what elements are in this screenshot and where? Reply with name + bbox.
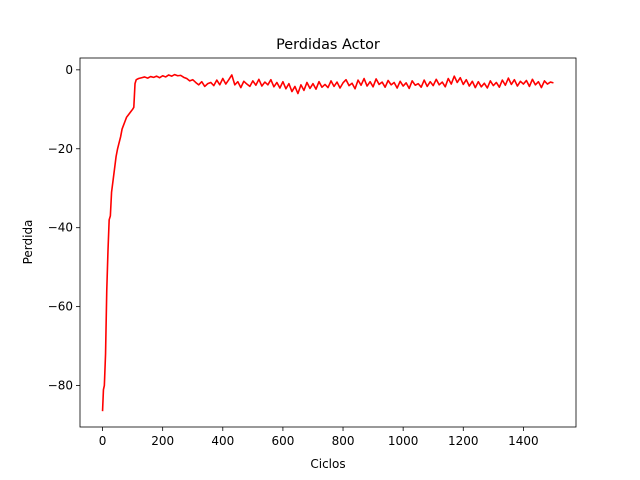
x-tick-label: 0 [99,434,107,448]
y-tick-label: −20 [48,142,73,156]
x-tick-label: 400 [211,434,234,448]
x-tick-label: 1400 [508,434,539,448]
y-axis-label: Perdida [21,220,35,265]
y-tick-label: −80 [48,379,73,393]
x-axis-label: Ciclos [310,457,345,471]
x-tick-label: 800 [332,434,355,448]
x-tick-label: 600 [271,434,294,448]
series-line [101,73,554,412]
plot-area [101,73,554,412]
y-tick-label: −60 [48,300,73,314]
y-axis: 0 −20 −40 −60 −80 [48,63,80,393]
y-tick-label: 0 [65,63,73,77]
x-tick-label: 200 [151,434,174,448]
x-axis: 0 200 400 600 800 1000 1200 1400 [99,427,539,448]
x-tick-label: 1000 [388,434,419,448]
x-tick-label: 1200 [448,434,479,448]
chart-title: Perdidas Actor [276,37,380,53]
y-tick-label: −40 [48,221,73,235]
axes-frame [79,57,577,428]
